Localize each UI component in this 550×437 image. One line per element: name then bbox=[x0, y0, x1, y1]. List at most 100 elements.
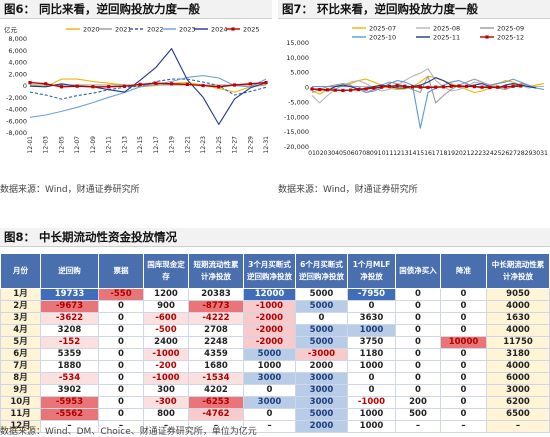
table-cell: 1630 bbox=[486, 312, 550, 325]
table-cell: 0 bbox=[98, 372, 144, 385]
table-cell: -534 bbox=[40, 372, 99, 385]
table-cell: 3180 bbox=[486, 348, 550, 361]
x-tick-label: 12-09 bbox=[90, 136, 97, 154]
month-cell: 9月 bbox=[0, 384, 41, 397]
table-cell: – bbox=[395, 420, 441, 433]
table-cell: 5000 bbox=[295, 324, 348, 337]
table-cell: 4000 bbox=[486, 360, 550, 373]
x-tick-label: 12-31 bbox=[263, 136, 270, 154]
table-cell: -3000 bbox=[295, 348, 348, 361]
table-cell: 1880 bbox=[40, 360, 99, 373]
table-cell: 3000 bbox=[486, 384, 550, 397]
series-marker bbox=[395, 84, 399, 88]
table-row: 6月 5359 0 -1000 4359 5000 -3000 1180 0 0 3180 bbox=[0, 348, 550, 361]
table-cell: 0 bbox=[440, 372, 487, 385]
y-tick-label: 0 bbox=[23, 82, 27, 90]
x-tick-label: 12-21 bbox=[184, 136, 191, 154]
series-marker bbox=[488, 85, 492, 90]
series-marker bbox=[503, 85, 507, 89]
x-tick-label: 12-05 bbox=[58, 136, 65, 154]
series-marker bbox=[496, 85, 500, 89]
table-cell: 4000 bbox=[486, 300, 550, 313]
x-tick-label: 12-19 bbox=[169, 136, 176, 154]
series-line bbox=[29, 78, 267, 100]
table-header-cell: 票据 bbox=[98, 253, 144, 289]
y-tick-label: -4,000 bbox=[6, 106, 27, 114]
legend-label: 2024 bbox=[211, 26, 228, 34]
series-marker bbox=[28, 81, 32, 85]
series-marker bbox=[441, 85, 446, 89]
legend-label: 2023 bbox=[179, 26, 196, 34]
table-cell: 0 bbox=[440, 288, 487, 301]
table-cell: 0 bbox=[98, 408, 144, 421]
x-tick-label: 07 bbox=[354, 150, 362, 157]
table-cell: 0 bbox=[440, 384, 487, 397]
table-cell: 0 bbox=[395, 288, 441, 301]
table-header-cell: 国债净买入 bbox=[395, 253, 441, 289]
x-tick-label: 10 bbox=[378, 150, 386, 157]
table-cell: 3630 bbox=[347, 312, 396, 325]
table-cell: 3000 bbox=[295, 372, 348, 385]
x-tick-label: 12-23 bbox=[200, 136, 207, 154]
table-cell: 0 bbox=[440, 348, 487, 361]
series-marker bbox=[138, 82, 142, 87]
x-tick-label: 12-07 bbox=[74, 136, 81, 154]
table-cell: 3000 bbox=[295, 396, 348, 409]
table-cell: 1000 bbox=[243, 360, 296, 373]
month-cell: 4月 bbox=[0, 324, 41, 337]
series-marker bbox=[310, 87, 314, 91]
x-tick-label: 17 bbox=[432, 150, 440, 157]
table-header-cell: 中长期流动性累计净投放 bbox=[486, 253, 550, 289]
table-cell: -1000 bbox=[347, 396, 396, 409]
legend-label: 2021 bbox=[115, 26, 132, 34]
series-marker bbox=[59, 85, 64, 89]
series-line bbox=[311, 85, 521, 92]
legend-label: 2025-09 bbox=[497, 25, 524, 33]
table-header-cell: 3个月买断式逆回购净投放 bbox=[243, 253, 296, 289]
table-row: 8月 -534 0 -1000 -1534 3000 3000 0 0 0 6000 bbox=[0, 372, 550, 385]
legend-marker bbox=[485, 35, 489, 39]
x-tick-label: 31 bbox=[540, 150, 548, 157]
x-tick-label: 03 bbox=[324, 150, 332, 157]
x-tick-label: 26 bbox=[501, 150, 509, 157]
y-tick-label: -6,000 bbox=[6, 117, 27, 125]
month-cell: 5月 bbox=[0, 336, 41, 349]
table-cell: -500 bbox=[143, 324, 189, 337]
table-cell: 9050 bbox=[486, 288, 550, 301]
table-cell: 900 bbox=[143, 300, 189, 313]
series-marker bbox=[75, 84, 79, 88]
x-tick-label: 30 bbox=[532, 150, 540, 157]
month-cell: 6月 bbox=[0, 348, 41, 361]
series-marker bbox=[356, 87, 360, 92]
series-marker bbox=[410, 85, 415, 89]
table-cell: – bbox=[98, 420, 144, 433]
table-cell: 0 bbox=[347, 384, 396, 397]
table-cell: 12000 bbox=[243, 288, 296, 301]
y-axis-label: 亿元 bbox=[4, 25, 18, 34]
x-tick-label: 28 bbox=[517, 150, 525, 157]
table-cell: 0 bbox=[243, 408, 296, 421]
table-cell: -2000 bbox=[243, 312, 296, 325]
table-cell: 20383 bbox=[188, 288, 244, 301]
table-cell: 300 bbox=[143, 384, 189, 397]
x-tick-label: 06 bbox=[347, 150, 355, 157]
table-cell: 0 bbox=[98, 348, 144, 361]
x-tick-label: 24 bbox=[486, 150, 494, 157]
series-marker bbox=[325, 88, 330, 92]
fig7-chart-svg: -20,000 -15,000 -10,000 -5,000 0 5,000 10,000 1… bbox=[284, 25, 548, 158]
series-marker bbox=[364, 87, 368, 91]
y-tick-label: 2,000 bbox=[8, 70, 27, 78]
table-cell: 6500 bbox=[486, 408, 550, 421]
table-cell: 0 bbox=[395, 300, 441, 313]
x-tick-label: 12-01 bbox=[27, 136, 34, 154]
table-cell: 2000 bbox=[295, 420, 348, 433]
table-row: 1月 19733 -550 1200 20383 12000 5000 -7950 0 0 9050 bbox=[0, 288, 550, 301]
table-cell: – bbox=[143, 420, 189, 433]
table-cell: -6253 bbox=[188, 396, 244, 409]
table-cell: 1200 bbox=[143, 288, 189, 301]
table-cell: -200 bbox=[143, 360, 189, 373]
table-header-cell: 6个月买断式逆回购净投放 bbox=[295, 253, 348, 289]
month-cell: 3月 bbox=[0, 312, 41, 325]
table-cell: 800 bbox=[143, 408, 189, 421]
x-tick-label: 21 bbox=[463, 150, 471, 157]
